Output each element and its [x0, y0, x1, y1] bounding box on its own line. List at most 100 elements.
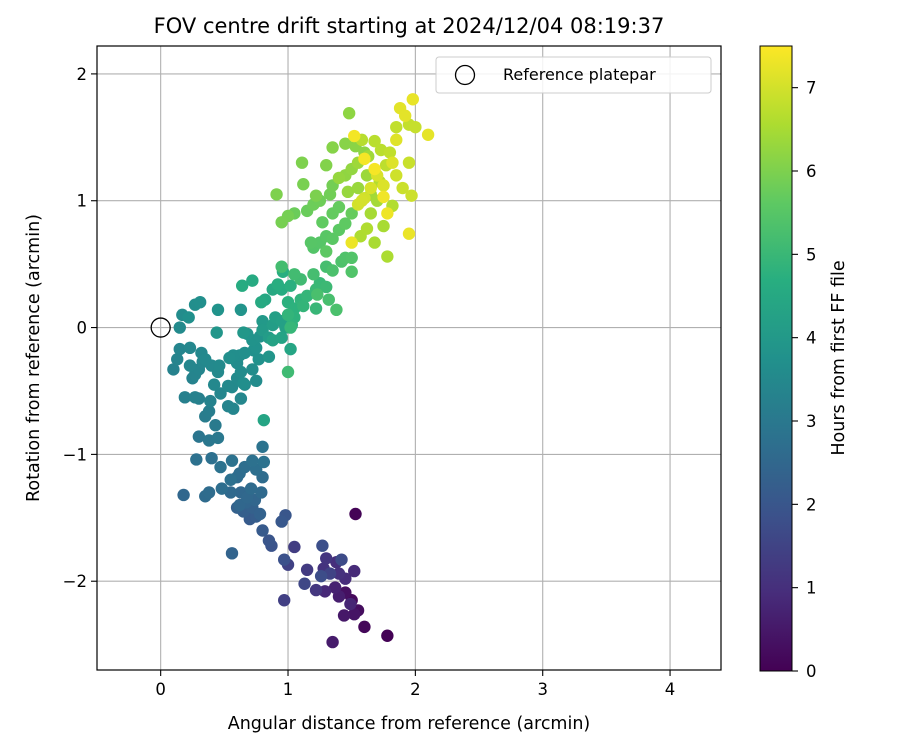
- data-point: [190, 453, 203, 466]
- data-point: [328, 581, 342, 594]
- data-point: [364, 207, 377, 220]
- y-tick-label: −2: [63, 572, 87, 591]
- y-tick-label: 2: [77, 65, 88, 84]
- data-point: [213, 359, 226, 372]
- data-point: [406, 93, 420, 106]
- data-point: [221, 379, 235, 393]
- data-point: [330, 303, 343, 317]
- data-point: [262, 534, 276, 547]
- data-point: [349, 507, 362, 521]
- colorbar-label: Hours from first FF file: [829, 260, 849, 455]
- data-point: [224, 473, 237, 486]
- data-point: [396, 181, 409, 195]
- reference-point-marker: [150, 317, 171, 338]
- x-tick-label: 2: [410, 680, 421, 699]
- data-point: [281, 308, 295, 322]
- data-point: [207, 378, 221, 391]
- colorbar-tick-label: 1: [806, 579, 817, 598]
- data-point: [271, 278, 285, 291]
- axes-frame: [96, 45, 722, 671]
- data-point: [348, 607, 361, 621]
- data-point: [202, 486, 216, 499]
- data-point: [341, 185, 355, 199]
- reference-point: [150, 317, 171, 338]
- data-point: [402, 227, 416, 240]
- data-point: [288, 540, 301, 554]
- data-point: [256, 440, 269, 453]
- data-point: [214, 387, 227, 400]
- data-point: [173, 321, 186, 334]
- colorbar-gradient: [759, 45, 793, 672]
- data-point: [257, 455, 271, 469]
- data-point: [322, 293, 335, 306]
- grid-lines: [97, 46, 721, 670]
- data-point: [332, 567, 346, 580]
- data-point: [284, 342, 297, 356]
- data-point: [358, 620, 371, 634]
- data-point: [210, 326, 223, 339]
- data-point: [390, 133, 403, 147]
- data-point: [288, 268, 301, 281]
- data-point: [377, 179, 390, 192]
- data-point: [211, 431, 225, 445]
- data-point: [246, 274, 259, 287]
- data-point: [300, 289, 314, 303]
- data-point: [345, 207, 358, 220]
- data-point: [167, 363, 180, 376]
- data-point: [188, 391, 202, 404]
- data-point: [298, 577, 311, 590]
- colorbar-ticks: 0 1 2 3 4 5 6 7: [792, 79, 817, 681]
- x-tick-label: 1: [283, 680, 294, 699]
- data-point: [183, 341, 197, 355]
- data-point: [256, 315, 269, 328]
- data-point: [284, 279, 297, 292]
- colorbar-tick-label: 7: [806, 79, 817, 98]
- data-point: [409, 120, 422, 134]
- data-point: [377, 219, 390, 233]
- colorbar-tick-label: 4: [806, 329, 817, 348]
- data-point: [257, 413, 271, 427]
- data-point: [383, 146, 397, 159]
- legend: Reference platepar: [435, 56, 712, 94]
- data-point: [335, 553, 348, 566]
- data-point: [275, 331, 288, 344]
- legend-box: [435, 56, 712, 94]
- data-point: [345, 251, 358, 265]
- legend-marker-open-circle: [454, 64, 476, 86]
- data-point: [252, 353, 265, 366]
- data-point: [316, 539, 329, 552]
- data-point: [381, 207, 394, 220]
- data-point: [320, 280, 333, 294]
- colorbar-tick-label: 0: [806, 662, 817, 681]
- y-tick-label: 1: [77, 192, 88, 211]
- chart-title: FOV centre drift starting at 2024/12/04 …: [154, 14, 665, 38]
- data-point: [278, 553, 291, 566]
- data-point: [421, 128, 435, 141]
- data-point: [345, 265, 358, 278]
- data-point: [246, 363, 259, 376]
- data-point: [377, 190, 390, 204]
- legend-label: Reference platepar: [503, 65, 656, 84]
- data-point: [225, 454, 239, 467]
- data-point: [255, 295, 268, 309]
- colorbar-tick-label: 5: [806, 245, 817, 264]
- data-point: [281, 365, 295, 379]
- data-point: [253, 507, 267, 521]
- data-point: [307, 268, 320, 281]
- data-point: [297, 178, 310, 191]
- data-point: [205, 451, 218, 465]
- data-point: [320, 245, 333, 258]
- data-point: [211, 303, 225, 317]
- data-point: [214, 460, 227, 474]
- data-point: [390, 120, 403, 134]
- data-point: [339, 137, 352, 150]
- data-point: [275, 515, 288, 528]
- data-point: [193, 295, 207, 309]
- data-point: [326, 232, 339, 245]
- y-axis-ticks: −2 −1 0 1 2: [63, 65, 97, 591]
- data-point: [234, 392, 248, 405]
- data-point: [234, 365, 248, 379]
- data-point: [249, 374, 263, 388]
- data-point: [173, 342, 186, 356]
- data-point: [337, 609, 351, 622]
